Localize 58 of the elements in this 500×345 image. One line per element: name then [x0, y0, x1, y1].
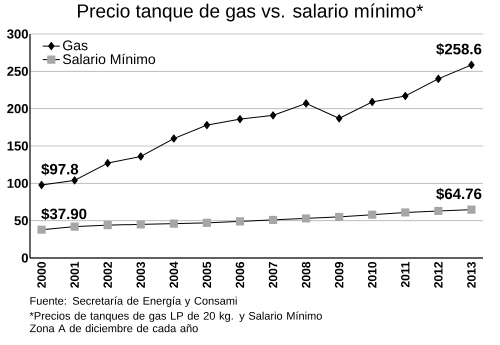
point [335, 212, 344, 222]
point [302, 99, 310, 108]
point [104, 221, 112, 230]
source-note: Fuente: Secretaría de Energía y Consami [30, 296, 237, 307]
y-tick-label: 0 [22, 253, 28, 263]
point [170, 134, 178, 143]
point [236, 217, 244, 226]
point [138, 152, 144, 161]
x-tick-label: 2005 [202, 262, 212, 288]
point [270, 111, 276, 120]
point [170, 220, 178, 228]
x-tick-label: 2003 [136, 262, 146, 288]
legend-label: Salario Mínimo [62, 54, 156, 64]
data-label: $64.76 [436, 188, 482, 200]
point [70, 222, 79, 231]
legend-label: Gas [63, 40, 88, 50]
x-tick-label: 2008 [302, 262, 310, 288]
point [435, 74, 442, 83]
point [71, 176, 78, 184]
data-label: $97.8 [41, 163, 78, 176]
y-tick-label: 50 [14, 216, 28, 226]
x-tick-label: 2012 [434, 262, 443, 288]
point [336, 114, 342, 122]
x-tick-label: 2010 [368, 262, 376, 288]
y-tick-label: 200 [7, 104, 28, 114]
point [368, 210, 376, 219]
x-tick-label: 2004 [170, 262, 178, 288]
x-tick-label: 2009 [334, 262, 344, 288]
x-tick-label: 2013 [467, 262, 476, 288]
x-tick-label: 2011 [401, 262, 410, 288]
x-tick-label: 2002 [103, 262, 112, 288]
point [401, 208, 410, 217]
point [268, 216, 278, 224]
y-tick-label: 100 [8, 178, 28, 188]
point [104, 159, 111, 168]
text: *Precios de tanques de gas LP de 20 kg. y Salario Mínimo Zona A de diciembre de cada año [30, 312, 322, 332]
x-tick-label: 2007 [268, 262, 278, 288]
point [434, 206, 442, 216]
point [402, 92, 408, 100]
point [236, 115, 244, 124]
data-label: $258.6 [436, 43, 482, 56]
y-tick-label: 300 [7, 29, 28, 39]
point [202, 218, 212, 228]
point [369, 98, 376, 106]
point [302, 214, 310, 223]
point [468, 60, 475, 70]
data-label: $37.90 [41, 208, 86, 220]
point [37, 226, 46, 234]
point [136, 220, 145, 228]
point [38, 180, 45, 190]
chart-title: Precio tanque de gas vs. salario mínimo* [78, 4, 424, 22]
y-tick-label: 150 [8, 141, 28, 151]
point [467, 206, 476, 214]
point [204, 120, 210, 130]
y-tick-label: 250 [7, 66, 28, 76]
x-tick-label: 2006 [236, 262, 244, 288]
x-tick-label: 2000 [37, 262, 46, 288]
x-tick-label: 2001 [70, 262, 79, 288]
